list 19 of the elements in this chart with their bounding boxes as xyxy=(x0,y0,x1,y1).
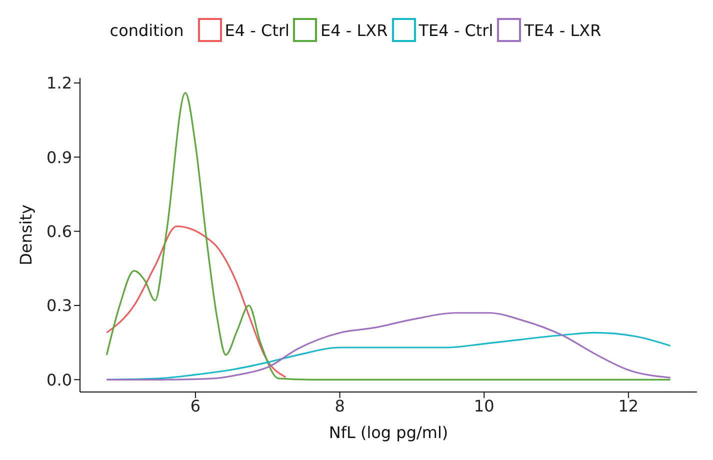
x-tick-label: 6 xyxy=(190,396,201,416)
line-series xyxy=(106,312,672,380)
y-tick-label: 0.9 xyxy=(46,148,72,167)
y-tick-label: 0.0 xyxy=(46,370,72,390)
legend-label: E4 - LXR xyxy=(320,20,388,40)
x-tick-label: 10 xyxy=(474,396,494,416)
y-tick-label: 1.2 xyxy=(46,74,72,93)
legend-label: TE4 - Ctrl xyxy=(418,20,494,40)
legend-label: E4 - Ctrl xyxy=(224,20,290,40)
legend-title: condition xyxy=(110,20,184,40)
y-tick-label: 0.3 xyxy=(46,296,72,316)
legend-label: TE4 - LXR xyxy=(524,20,602,40)
x-tick-label: 12 xyxy=(618,396,639,416)
line-series xyxy=(106,226,286,378)
x-axis-title: NfL (log pg/ml) xyxy=(328,423,448,442)
x-tick-label: 8 xyxy=(334,396,345,416)
line-series xyxy=(106,92,672,380)
y-axis-title: Density xyxy=(16,204,36,266)
y-tick-label: 0.6 xyxy=(46,222,72,241)
